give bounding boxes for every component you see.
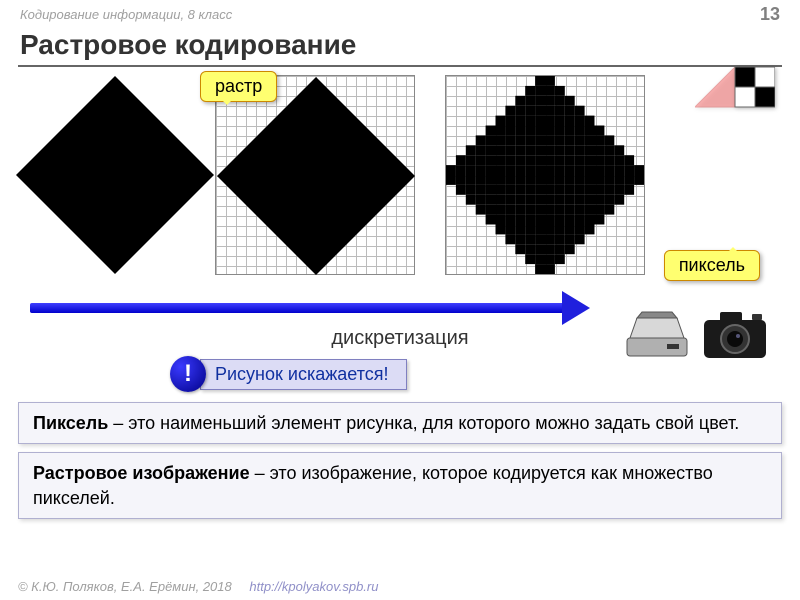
page-number: 13 bbox=[760, 4, 780, 25]
pixel-callout: пиксель bbox=[664, 250, 760, 281]
devices-row bbox=[622, 308, 770, 363]
raster-callout: растр bbox=[200, 71, 277, 102]
smooth-diamond bbox=[30, 75, 185, 245]
slide-title: Растровое кодирование bbox=[0, 27, 800, 65]
scanner-icon bbox=[622, 308, 692, 363]
pixel-diamond-svg bbox=[446, 76, 644, 274]
zoom-inset bbox=[695, 67, 775, 132]
definition-pixel: Пиксель – это наименьший элемент рисунка… bbox=[18, 402, 782, 444]
grid-diamond-smooth bbox=[215, 75, 415, 275]
alert-badge-icon: ! bbox=[170, 356, 206, 392]
footer: © К.Ю. Поляков, Е.А. Ерёмин, 2018 http:/… bbox=[18, 579, 378, 594]
definition-term: Пиксель bbox=[33, 413, 108, 433]
camera-icon bbox=[700, 308, 770, 363]
header-topic: Кодирование информации, 8 класс bbox=[20, 7, 232, 22]
definition-body: – это наименьший элемент рисунка, для ко… bbox=[108, 413, 739, 433]
alert-text: Рисунок искажается! bbox=[200, 359, 407, 390]
definition-raster-image: Растровое изображение – это изображение,… bbox=[18, 452, 782, 519]
footer-url: http://kpolyakov.spb.ru bbox=[249, 579, 378, 594]
definition-term: Растровое изображение bbox=[33, 463, 250, 483]
title-divider bbox=[18, 65, 782, 67]
diagram-row: растр пиксель bbox=[0, 75, 800, 275]
copyright: © К.Ю. Поляков, Е.А. Ерёмин, 2018 bbox=[18, 579, 232, 594]
grid-diamond-pixelated bbox=[445, 75, 645, 275]
